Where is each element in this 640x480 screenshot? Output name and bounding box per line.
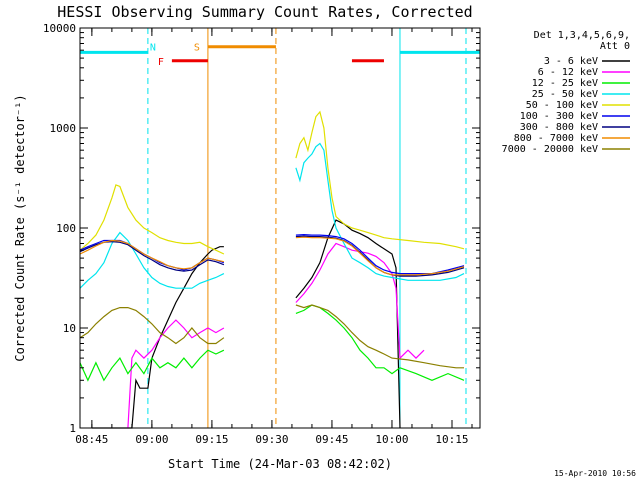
series-9 (79, 304, 464, 369)
y-tick-label-2: 10 (63, 322, 76, 335)
series-8-line-2 (295, 236, 465, 276)
series-3 (79, 304, 465, 382)
series-9-line-2 (295, 304, 464, 369)
timestamp: 15-Apr-2010 10:56 (554, 469, 636, 478)
legend-header-1: Det 1,3,4,5,6,9, (534, 30, 630, 41)
legend-header-2: Att 0 (600, 41, 630, 52)
y-tick-label-3: 100 (56, 222, 76, 235)
legend-label-7: 300 - 800 keV (520, 122, 598, 133)
series-8 (79, 236, 465, 276)
series-2-line-1 (127, 319, 225, 429)
series-4-line-1 (79, 231, 225, 289)
x-axis-label: Start Time (24-Mar-03 08:42:02) (168, 457, 392, 471)
chart-title: HESSI Observing Summary Count Rates, Cor… (57, 3, 472, 21)
series-1-line-2 (295, 219, 401, 429)
x-tick-label-6: 10:00 (375, 433, 408, 446)
x-tick-label-4: 09:30 (255, 433, 288, 446)
flag-letter-s: S (194, 43, 200, 54)
series-5 (79, 110, 465, 255)
series-2 (127, 242, 425, 429)
series-4 (79, 142, 465, 289)
y-tick-label-5: 10000 (43, 22, 76, 35)
legend-label-1: 3 - 6 keV (544, 56, 598, 67)
series-3-line-2 (295, 304, 465, 381)
flag-lines-layer (79, 28, 467, 428)
x-tick-label-3: 09:15 (195, 433, 228, 446)
legend-label-4: 25 - 50 keV (532, 89, 598, 100)
series-3-line-1 (79, 349, 225, 382)
legend-label-6: 100 - 300 keV (520, 111, 598, 122)
axes-layer: 1 10 100 1000 10000 08:45 09:00 09:15 09:30 09:45… (43, 22, 480, 446)
x-tick-label-1: 08:45 (75, 433, 108, 446)
legend-label-9: 7000 - 20000 keV (502, 144, 598, 155)
x-tick-label-5: 09:45 (315, 433, 348, 446)
flag-bars-layer: NF S (80, 42, 480, 68)
legend-label-3: 12 - 25 keV (532, 78, 598, 89)
series-4-line-2 (295, 142, 465, 281)
series-1 (91, 219, 401, 429)
flag-letter-n: N (150, 42, 156, 53)
series-9-line-1 (79, 307, 225, 345)
x-tick-label-7: 10:15 (435, 433, 468, 446)
series-2-line-2 (295, 242, 425, 360)
series-1-line-1 (91, 246, 224, 429)
y-axis-label: Corrected Count Rate (s⁻¹ detector⁻¹) (13, 94, 27, 361)
series-5-line-1 (79, 184, 225, 255)
legend-label-8: 800 - 7000 keV (514, 133, 598, 144)
legend-label-5: 50 - 100 keV (526, 100, 598, 111)
series-layer (79, 110, 465, 429)
series-7-line-2 (295, 235, 465, 277)
legend-label-2: 6 - 12 keV (538, 67, 598, 78)
series-8-line-1 (79, 239, 225, 270)
series-6-line-2 (295, 233, 465, 275)
y-tick-label-1: 1 (69, 422, 76, 435)
x-tick-label-2: 09:00 (135, 433, 168, 446)
y-tick-label-4: 1000 (50, 122, 77, 135)
series-5-line-2 (295, 110, 465, 250)
flag-letter-f: F (158, 57, 164, 68)
